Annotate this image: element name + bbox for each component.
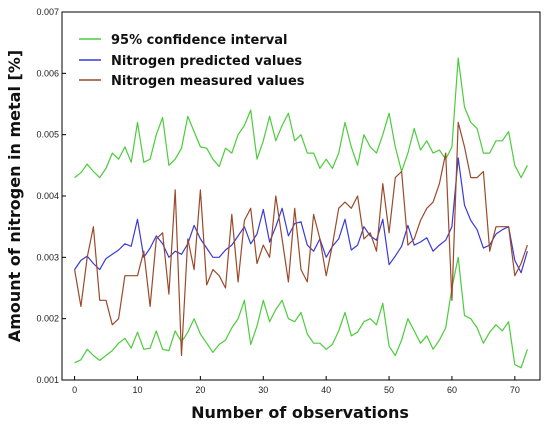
y-tick-label: 0.007: [36, 7, 59, 17]
y-tick-label: 0.004: [36, 191, 59, 201]
ticks-layer: 0 10 20 30 40 50 60 70 0.001 0.002 0.003 0.004 0.005…: [36, 7, 519, 395]
y-tick-label: 0.002: [36, 314, 59, 324]
x-tick-label: 70: [510, 385, 520, 395]
legend-label-predicted: Nitrogen predicted values: [111, 54, 302, 69]
series-line-nitrogen-measured-values: [74, 121, 528, 357]
x-tick-label: 0: [72, 385, 77, 395]
y-axis-title: Amount of nitrogen in metal [%]: [5, 50, 24, 342]
legend-label-ci: 95% confidence interval: [111, 33, 287, 48]
series-line-nitrogen-predicted-values: [74, 157, 528, 274]
x-tick-label: 50: [384, 385, 394, 395]
x-tick-label: 10: [132, 385, 142, 395]
legend-label-measured: Nitrogen measured values: [111, 74, 305, 89]
series-layer: [74, 57, 528, 369]
x-tick-label: 20: [195, 385, 205, 395]
y-tick-label: 0.006: [36, 68, 59, 78]
x-tick-label: 30: [258, 385, 268, 395]
y-tick-label: 0.005: [36, 130, 59, 140]
x-axis-title: Number of observations: [191, 403, 409, 422]
x-tick-label: 60: [447, 385, 457, 395]
series-line-95-confidence-interval: [74, 57, 528, 179]
y-tick-label: 0.001: [36, 375, 59, 385]
y-tick-label: 0.003: [36, 252, 59, 262]
x-tick-label: 40: [321, 385, 331, 395]
legend: 95% confidence interval Nitrogen predict…: [79, 33, 305, 89]
